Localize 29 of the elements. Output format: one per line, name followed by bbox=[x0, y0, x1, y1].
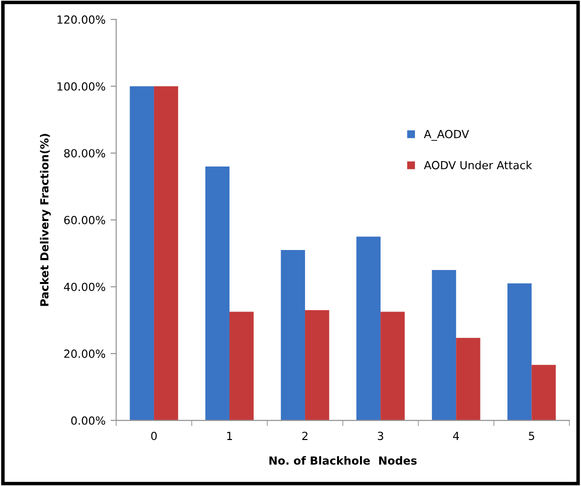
bar bbox=[432, 270, 456, 420]
x-tick-label: 4 bbox=[453, 432, 459, 440]
x-tick-label: 5 bbox=[528, 432, 534, 440]
legend-label: A_AODV bbox=[424, 130, 470, 141]
bar bbox=[205, 166, 230, 420]
bar bbox=[280, 250, 306, 420]
y-tick-label: 0.00% bbox=[71, 416, 106, 425]
bar bbox=[229, 312, 254, 420]
y-tick-label: 120.00% bbox=[58, 15, 106, 24]
bar bbox=[154, 86, 178, 420]
y-tick-label: 20.00% bbox=[64, 350, 106, 358]
x-axis-title: No. of Blackhole Nodes bbox=[269, 456, 417, 465]
bar bbox=[456, 338, 480, 420]
x-tick-label: 3 bbox=[378, 432, 384, 440]
bar bbox=[532, 364, 556, 420]
bar bbox=[380, 312, 405, 420]
bar bbox=[305, 310, 330, 420]
bar bbox=[356, 236, 381, 420]
legend-label: AODV Under Attack bbox=[424, 160, 532, 170]
bar bbox=[507, 283, 532, 420]
y-tick-label: 40.00% bbox=[64, 282, 106, 292]
bar bbox=[130, 86, 154, 420]
y-tick-label: 60.00% bbox=[64, 216, 106, 224]
y-tick-label: 80.00% bbox=[64, 149, 106, 158]
y-tick-label: 100.00% bbox=[58, 82, 106, 91]
x-tick-label: 1 bbox=[227, 432, 232, 440]
x-tick-label: 2 bbox=[302, 432, 308, 440]
x-tick-label: 0 bbox=[151, 432, 157, 440]
y-axis-title: Packet Delivery Fraction(%) bbox=[40, 134, 51, 306]
